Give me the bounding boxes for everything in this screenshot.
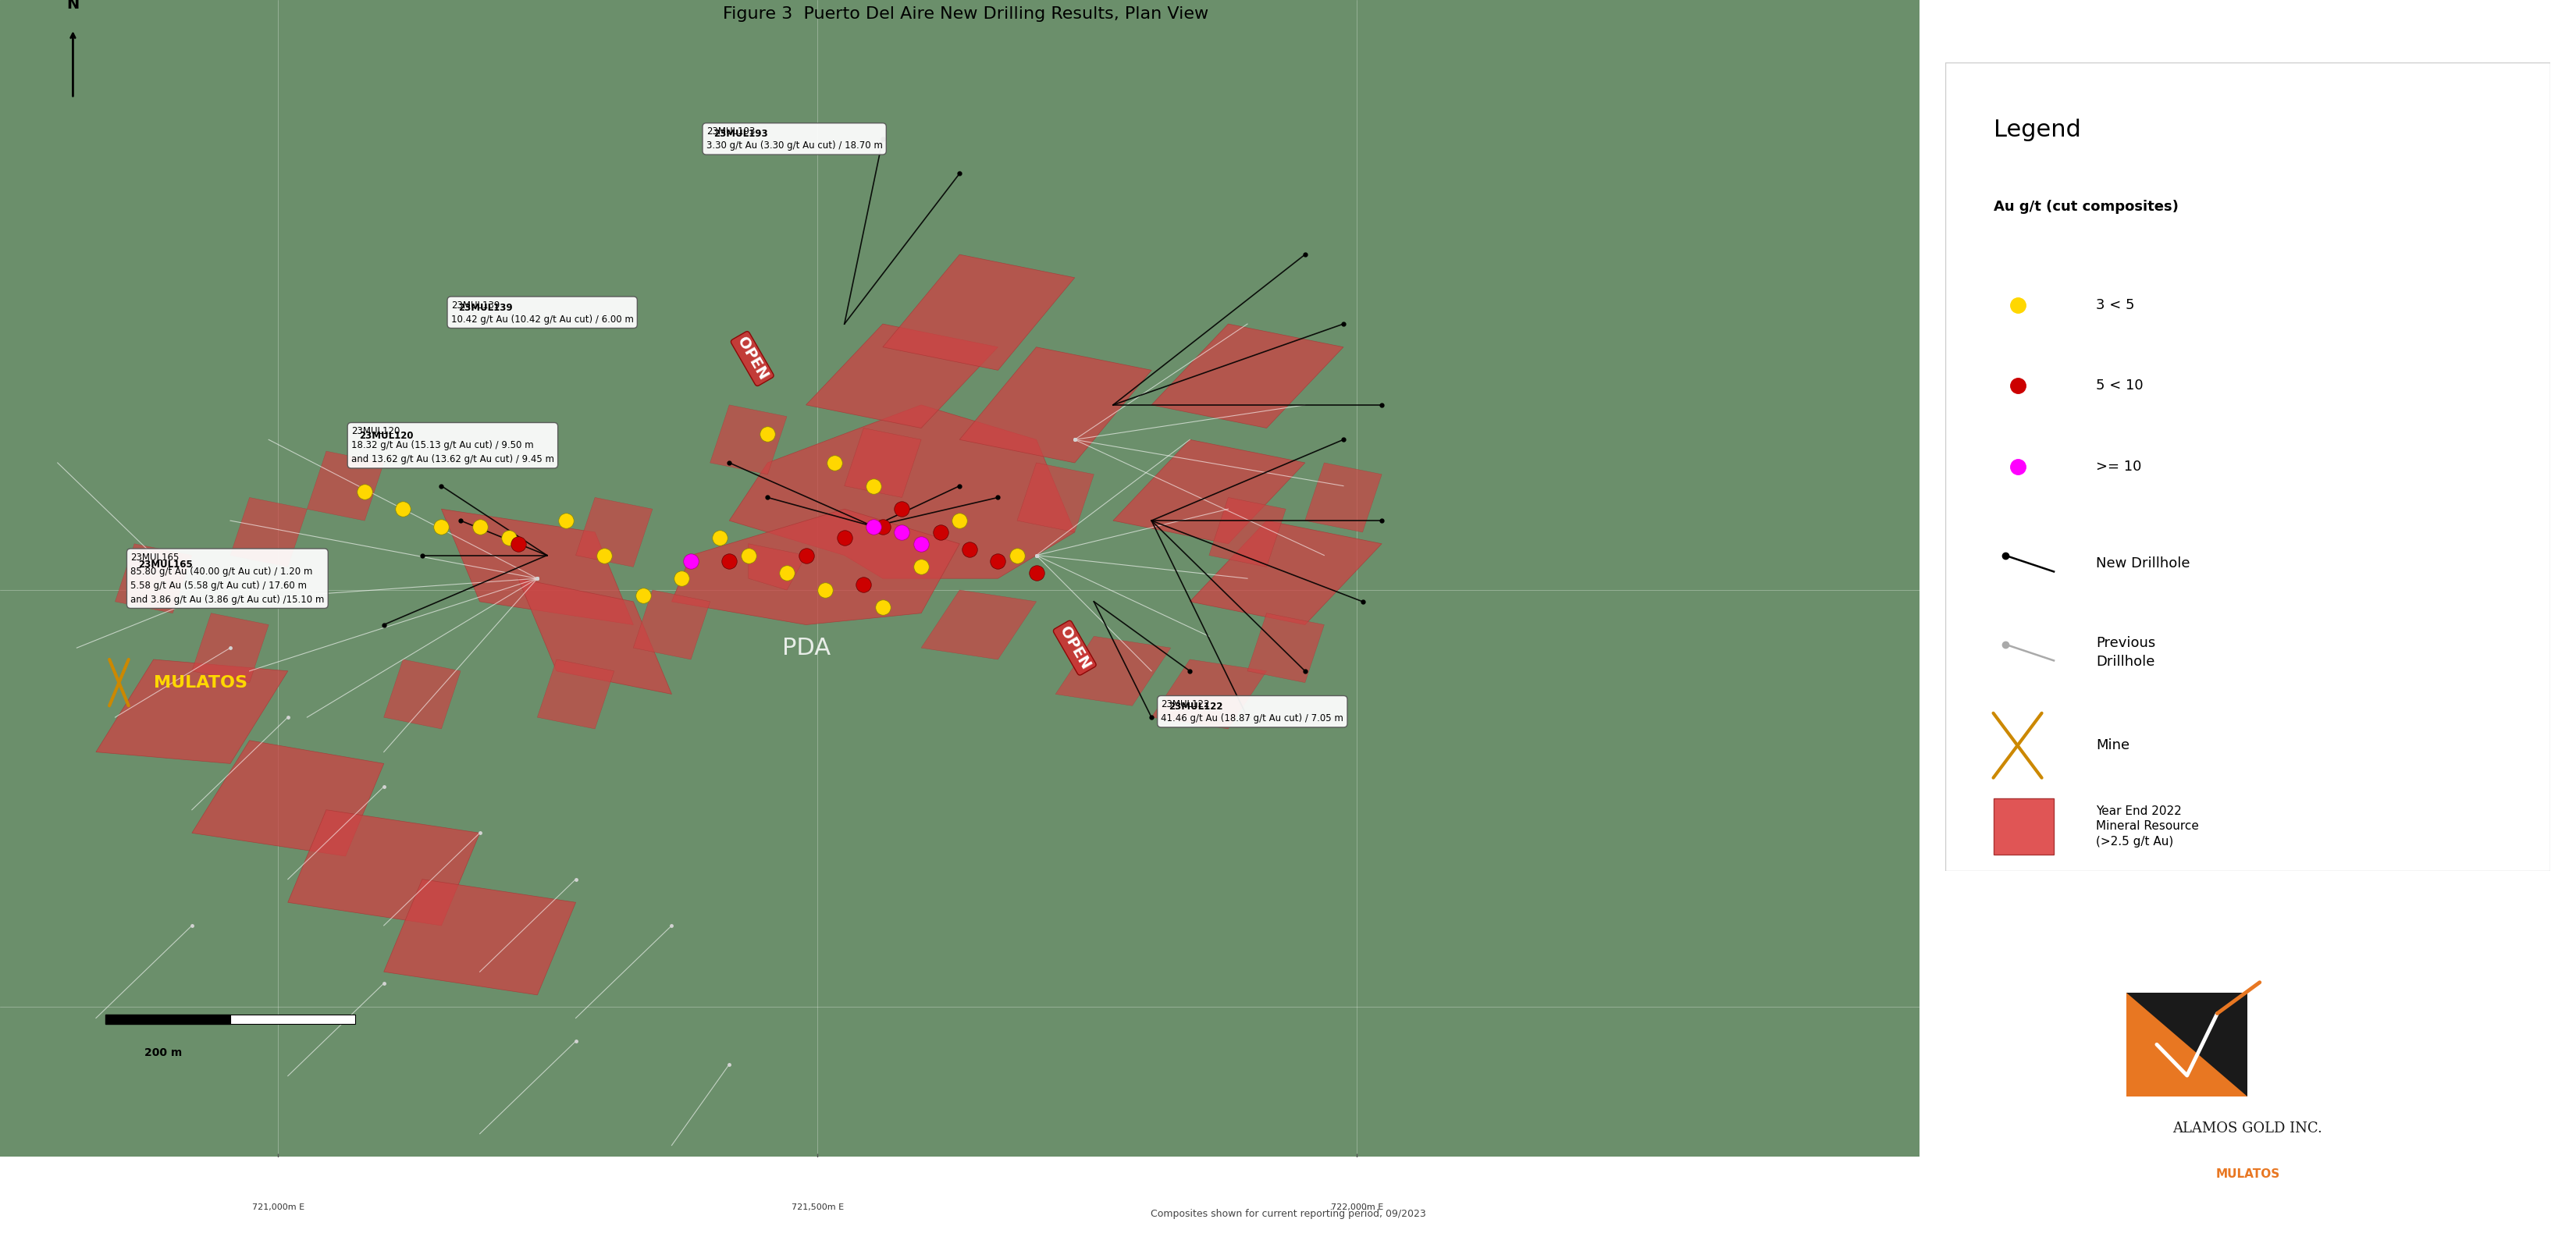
Polygon shape xyxy=(518,578,672,694)
Polygon shape xyxy=(884,255,1074,371)
Polygon shape xyxy=(711,406,786,474)
Polygon shape xyxy=(1113,439,1306,544)
Polygon shape xyxy=(116,544,193,613)
Polygon shape xyxy=(384,659,461,729)
Text: Previous
Drillhole: Previous Drillhole xyxy=(2097,636,2156,669)
Polygon shape xyxy=(289,810,479,926)
Text: Mine: Mine xyxy=(2097,739,2130,753)
Text: Au g/t (cut composites): Au g/t (cut composites) xyxy=(1994,200,2179,214)
Text: OPEN: OPEN xyxy=(1056,623,1092,672)
Polygon shape xyxy=(845,428,922,498)
Polygon shape xyxy=(729,406,1074,578)
Polygon shape xyxy=(958,347,1151,463)
Text: 200 m: 200 m xyxy=(144,1047,183,1057)
Text: 23MUL122
41.46 g/t Au (18.87 g/t Au cut) / 7.05 m: 23MUL122 41.46 g/t Au (18.87 g/t Au cut)… xyxy=(1162,699,1345,724)
Polygon shape xyxy=(806,323,997,428)
Polygon shape xyxy=(193,740,384,856)
Polygon shape xyxy=(229,498,307,567)
Polygon shape xyxy=(1190,520,1381,624)
Text: 23MUL120
18.32 g/t Au (15.13 g/t Au cut) / 9.50 m
and 13.62 g/t Au (13.62 g/t Au: 23MUL120 18.32 g/t Au (15.13 g/t Au cut)… xyxy=(350,427,554,464)
Text: 23MUL120: 23MUL120 xyxy=(358,432,412,442)
Text: MULATOS: MULATOS xyxy=(155,674,247,690)
Text: >= 10: >= 10 xyxy=(2097,459,2141,474)
Text: 721,500m E: 721,500m E xyxy=(791,1203,845,1210)
Polygon shape xyxy=(538,659,613,729)
Bar xyxy=(1994,799,2053,855)
Text: 23MUL165
85.80 g/t Au (40.00 g/t Au cut) / 1.20 m
5.58 g/t Au (5.58 g/t Au cut) : 23MUL165 85.80 g/t Au (40.00 g/t Au cut)… xyxy=(131,552,325,605)
Text: 23MUL193: 23MUL193 xyxy=(714,129,768,139)
Polygon shape xyxy=(193,613,268,683)
Polygon shape xyxy=(307,452,384,520)
Text: Composites shown for current reporting period, 09/2023: Composites shown for current reporting p… xyxy=(1151,1209,1425,1219)
Text: 23MUL193
3.30 g/t Au (3.30 g/t Au cut) / 18.70 m: 23MUL193 3.30 g/t Au (3.30 g/t Au cut) /… xyxy=(706,127,884,151)
Text: 23MUL122: 23MUL122 xyxy=(1170,702,1224,712)
Polygon shape xyxy=(1056,636,1170,705)
Text: New Drillhole: New Drillhole xyxy=(2097,556,2190,571)
Text: Figure 3  Puerto Del Aire New Drilling Results, Plan View: Figure 3 Puerto Del Aire New Drilling Re… xyxy=(724,6,1208,22)
Text: 3 < 5: 3 < 5 xyxy=(2097,297,2136,312)
Polygon shape xyxy=(672,509,958,624)
Text: N: N xyxy=(67,0,80,11)
Text: OPEN: OPEN xyxy=(734,335,770,383)
Text: ALAMOS GOLD INC.: ALAMOS GOLD INC. xyxy=(2172,1122,2324,1136)
Polygon shape xyxy=(95,659,289,764)
Polygon shape xyxy=(1306,463,1381,532)
Text: 5 < 10: 5 < 10 xyxy=(2097,378,2143,393)
Polygon shape xyxy=(922,590,1036,659)
Text: PDA: PDA xyxy=(781,637,829,659)
Text: MULATOS: MULATOS xyxy=(2215,1168,2280,1179)
Bar xyxy=(229,1015,355,1024)
Polygon shape xyxy=(1151,659,1267,729)
Text: Legend: Legend xyxy=(1994,119,2081,142)
Text: 721,000m E: 721,000m E xyxy=(252,1203,304,1210)
Polygon shape xyxy=(750,544,806,590)
Text: 23MUL139
10.42 g/t Au (10.42 g/t Au cut) / 6.00 m: 23MUL139 10.42 g/t Au (10.42 g/t Au cut)… xyxy=(451,300,634,325)
Polygon shape xyxy=(574,498,652,567)
Bar xyxy=(2128,993,2246,1096)
Text: Year End 2022
Mineral Resource
(>2.5 g/t Au): Year End 2022 Mineral Resource (>2.5 g/t… xyxy=(2097,805,2200,847)
Polygon shape xyxy=(1151,323,1345,428)
Polygon shape xyxy=(1208,498,1285,567)
Text: 23MUL165: 23MUL165 xyxy=(139,560,193,570)
Polygon shape xyxy=(384,880,574,995)
Polygon shape xyxy=(440,509,634,624)
Text: 722,000m E: 722,000m E xyxy=(1332,1203,1383,1210)
Text: 23MUL139: 23MUL139 xyxy=(459,302,513,312)
Polygon shape xyxy=(1018,463,1095,532)
Polygon shape xyxy=(2128,993,2246,1096)
Bar xyxy=(106,1015,229,1024)
Polygon shape xyxy=(1247,613,1324,683)
Polygon shape xyxy=(634,590,711,659)
